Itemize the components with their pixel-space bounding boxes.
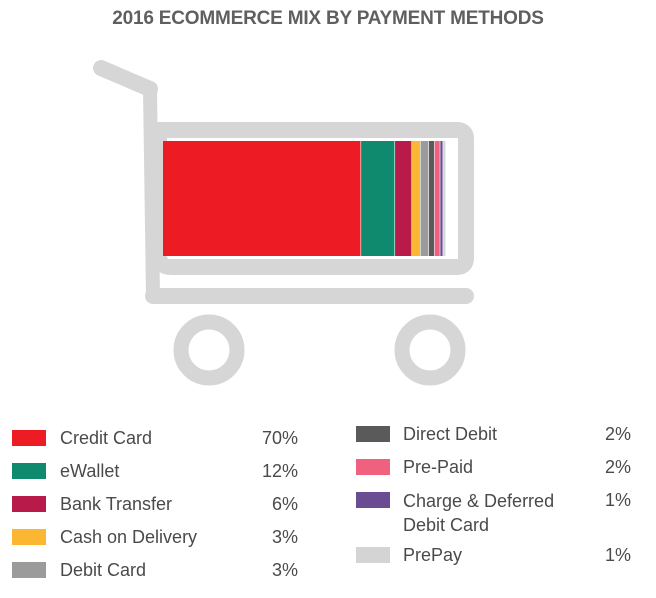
bar-segment-charge-deferred-debit-card (440, 141, 443, 256)
cart-basket (151, 122, 474, 275)
bar-segment-bank-transfer (395, 141, 412, 256)
cart-wheel-right (394, 314, 466, 386)
legend-label: Cash on Delivery (60, 527, 198, 547)
cart-handle (93, 60, 158, 97)
bar-segment-pre-paid (434, 141, 440, 256)
legend-swatch (356, 547, 390, 563)
legend-label: Bank Transfer (60, 494, 173, 514)
legend-swatch (12, 529, 46, 545)
stacked-bar (163, 141, 446, 256)
bar-segment-credit-card (163, 141, 361, 256)
legend-label: Debit Card (60, 560, 147, 580)
legend-label: eWallet (60, 461, 120, 481)
legend-value: 6% (271, 494, 298, 514)
legend-value: 1% (604, 545, 631, 565)
legend-value: 3% (271, 527, 298, 547)
bar-segment-prepay (443, 141, 446, 256)
legend-value: 2% (604, 457, 631, 477)
bar-segment-cash-on-delivery (412, 141, 420, 256)
bar-segment-ewallet (361, 141, 395, 256)
legend-swatch (12, 496, 46, 512)
legend-value: 2% (604, 424, 631, 444)
legend-swatch (12, 430, 46, 446)
shopping-cart-chart (93, 60, 474, 386)
cart-wheel-left (173, 314, 245, 386)
legend-swatch (12, 562, 46, 578)
legend-value: 70% (261, 428, 298, 448)
legend-value: 3% (271, 560, 298, 580)
legend-label: Pre-Paid (403, 457, 474, 477)
legend-label: Direct Debit (403, 424, 498, 444)
bar-segment-debit-card (420, 141, 429, 256)
legend-label: Credit Card (60, 428, 153, 448)
chart-title: 2016 ECOMMERCE MIX BY PAYMENT METHODS (112, 8, 544, 29)
legend-label: Charge & Deferred Debit Card (403, 491, 555, 535)
legend-label: PrePay (403, 545, 463, 565)
legend-swatch (356, 492, 390, 508)
legend-swatch (356, 426, 390, 442)
bar-segment-direct-debit (429, 141, 435, 256)
legend-value: 12% (261, 461, 298, 481)
legend-value: 1% (604, 490, 631, 510)
legend-swatch (356, 459, 390, 475)
cart-frame (93, 60, 474, 386)
legend-swatch (12, 463, 46, 479)
